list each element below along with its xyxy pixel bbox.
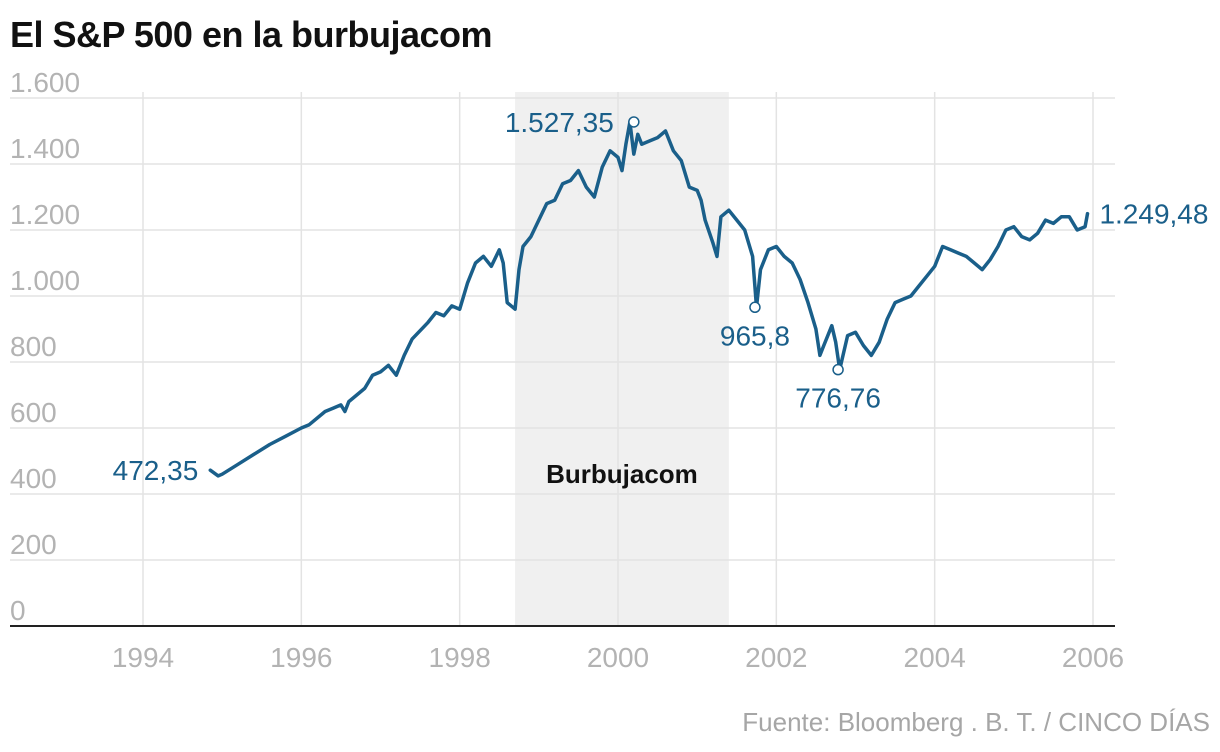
annotation-label: 1.249,48: [1099, 199, 1208, 230]
y-tick-label: 1.600: [10, 67, 80, 98]
bubble-period-label: Burbujacom: [546, 459, 698, 489]
y-tick-label: 400: [10, 463, 57, 494]
annotation-label: 965,8: [720, 320, 790, 351]
x-tick-label: 2004: [904, 642, 966, 673]
source-note: Fuente: Bloomberg . B. T. / CINCO DÍAS: [742, 707, 1210, 737]
annotations: 472,35 1.527,35 965,8 776,76 1.249,48: [113, 107, 1209, 486]
x-tick-label: 1994: [112, 642, 174, 673]
y-tick-label: 0: [10, 595, 26, 626]
x-axis-ticks: 1994 1996 1998 2000 2002 2004 2006: [112, 642, 1124, 673]
bubble-period-shade: [515, 92, 729, 626]
x-tick-label: 2000: [587, 642, 649, 673]
chart-title: El S&P 500 en la burbujacom: [10, 14, 493, 55]
sp500-series-line: [208, 120, 1090, 478]
annotation-label: 472,35: [113, 455, 199, 486]
x-tick-label: 1998: [429, 642, 491, 673]
annotation-marker: [749, 301, 761, 314]
y-tick-label: 1.400: [10, 133, 80, 164]
x-tick-label: 2006: [1062, 642, 1124, 673]
y-tick-label: 800: [10, 331, 57, 362]
annotation-marker: [628, 116, 640, 128]
y-axis-ticks: 0 200 400 600 800 1.000 1.200 1.400 1.600: [10, 67, 80, 626]
y-tick-label: 600: [10, 397, 57, 428]
x-tick-label: 2002: [745, 642, 807, 673]
annotation-marker: [832, 363, 844, 376]
gridlines: [10, 92, 1115, 626]
y-tick-label: 1.000: [10, 265, 80, 296]
y-tick-label: 1.200: [10, 199, 80, 230]
x-tick-label: 1996: [270, 642, 332, 673]
y-tick-label: 200: [10, 529, 57, 560]
annotation-label: 1.527,35: [505, 107, 614, 138]
annotation-label: 776,76: [795, 383, 881, 414]
